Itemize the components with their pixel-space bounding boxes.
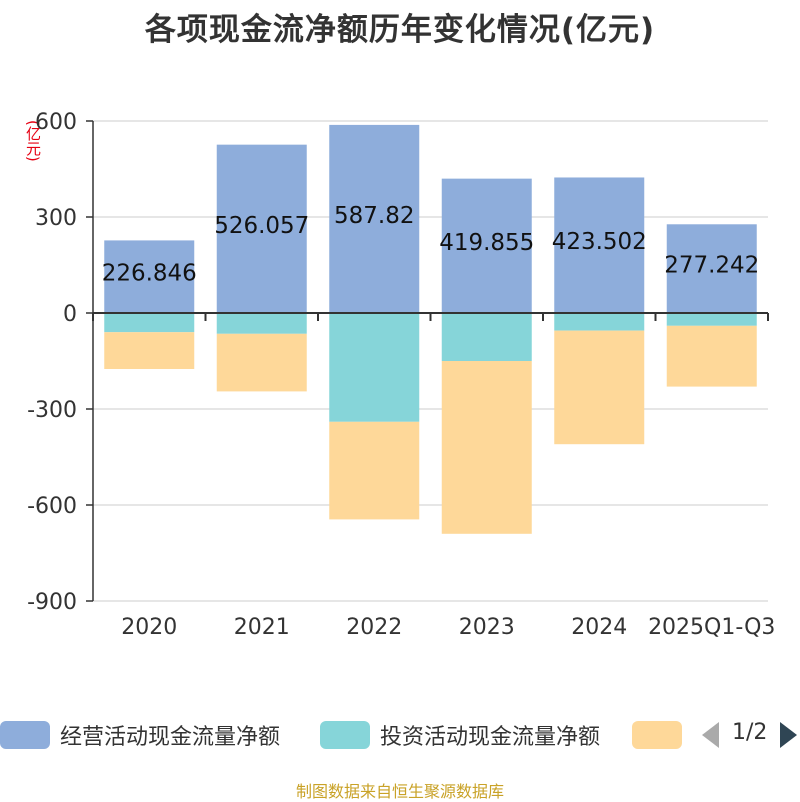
bar-series1-2025Q1-Q3 <box>666 313 757 326</box>
legend-label-operating: 经营活动现金流量净额 <box>60 725 281 750</box>
x-tick-label: 2021 <box>234 615 290 640</box>
legend: 经营活动现金流量净额 投资活动现金流量净额 <box>0 718 800 752</box>
legend-item-investing[interactable]: 投资活动现金流量净额 <box>320 718 600 752</box>
bar-layer <box>104 124 757 534</box>
bar-series2-2024 <box>554 330 645 445</box>
bar-series0-2020 <box>104 240 195 313</box>
bar-series2-2023 <box>441 361 532 534</box>
y-tick-label: 0 <box>63 302 77 327</box>
y-axis-unit-label: (亿元) <box>24 120 42 162</box>
legend-swatch-investing <box>320 721 370 749</box>
x-tick-label: 2020 <box>121 615 177 640</box>
data-label: 423.502 <box>552 229 647 255</box>
data-label: 587.82 <box>334 203 414 229</box>
bar-series2-2025Q1-Q3 <box>666 325 757 387</box>
bar-series1-2022 <box>329 313 420 422</box>
y-tick-label: -900 <box>27 590 77 615</box>
bar-series2-2021 <box>216 333 307 392</box>
bar-series0-2024 <box>554 177 645 313</box>
legend-swatch-operating <box>0 721 50 749</box>
bar-series1-2021 <box>216 313 307 334</box>
legend-swatch-financing <box>632 721 682 749</box>
y-tick-label: -600 <box>27 494 77 519</box>
legend-item-operating[interactable]: 经营活动现金流量净额 <box>0 718 280 752</box>
data-source-note: 制图数据来自恒生聚源数据库 <box>295 782 504 801</box>
chevron-left-icon[interactable] <box>702 722 719 748</box>
x-tick-label: 2022 <box>346 615 402 640</box>
x-tick-label: 2023 <box>459 615 515 640</box>
legend-page-indicator: 1/2 <box>732 720 768 745</box>
y-tick-label: 300 <box>35 206 77 231</box>
bar-series1-2024 <box>554 313 645 331</box>
y-tick-label: 600 <box>35 110 77 135</box>
grid-layer <box>93 120 768 602</box>
chart-canvas: 600 300 0 -300 -600 -900 2020 2021 2022 2023 2024 2… <box>27 110 775 640</box>
data-label: 226.846 <box>102 261 197 287</box>
data-label: 526.057 <box>214 213 309 239</box>
chart-title: 各项现金流净额历年变化情况(亿元) <box>144 12 656 48</box>
axis-layer: 600 300 0 -300 -600 -900 2020 2021 2022 2023 2024 2… <box>27 110 775 640</box>
bar-series2-2020 <box>104 332 195 369</box>
legend-pager: 1/2 <box>700 718 800 752</box>
bar-series1-2023 <box>441 313 532 361</box>
legend-item-financing[interactable] <box>632 718 692 752</box>
x-tick-label: 2025Q1-Q3 <box>648 615 775 640</box>
bar-series0-2022 <box>329 124 420 313</box>
bar-series1-2020 <box>104 313 195 333</box>
legend-label-investing: 投资活动现金流量净额 <box>380 725 601 750</box>
label-layer: 226.846 526.057 587.82 419.855 423.502 277.24… <box>102 203 760 287</box>
bar-series0-2023 <box>441 178 532 313</box>
bar-series2-2022 <box>329 421 420 520</box>
y-tick-label: -300 <box>27 398 77 423</box>
data-label: 277.242 <box>664 253 759 279</box>
bar-series0-2025Q1-Q3 <box>666 224 757 313</box>
data-label: 419.855 <box>439 230 534 256</box>
chevron-right-icon[interactable] <box>780 722 797 748</box>
x-tick-label: 2024 <box>571 615 627 640</box>
bar-series0-2021 <box>216 144 307 313</box>
